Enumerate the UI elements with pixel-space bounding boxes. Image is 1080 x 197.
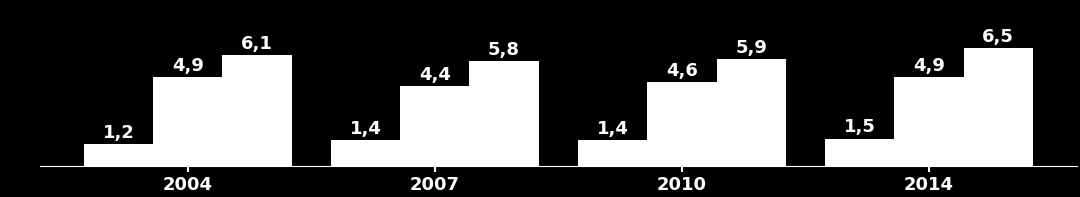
Bar: [647, 83, 716, 166]
Bar: [963, 48, 1032, 166]
Text: 1,5: 1,5: [843, 118, 876, 137]
Bar: [401, 86, 470, 166]
Text: 1,2: 1,2: [103, 124, 135, 142]
Bar: [153, 77, 222, 166]
Text: 6,1: 6,1: [241, 35, 273, 53]
Text: 5,8: 5,8: [488, 41, 521, 59]
Text: 1,4: 1,4: [597, 120, 629, 138]
Text: 4,9: 4,9: [913, 57, 945, 75]
Text: 5,9: 5,9: [735, 39, 767, 57]
Text: 4,6: 4,6: [666, 62, 698, 80]
Bar: [825, 139, 894, 166]
Bar: [222, 55, 292, 166]
Bar: [84, 144, 153, 166]
Text: 1,4: 1,4: [350, 120, 381, 138]
Bar: [578, 140, 647, 166]
Bar: [332, 140, 401, 166]
Text: 4,9: 4,9: [172, 57, 204, 75]
Text: 6,5: 6,5: [982, 28, 1014, 46]
Bar: [716, 59, 786, 166]
Text: 4,4: 4,4: [419, 66, 450, 84]
Bar: [470, 61, 539, 166]
Bar: [894, 77, 963, 166]
